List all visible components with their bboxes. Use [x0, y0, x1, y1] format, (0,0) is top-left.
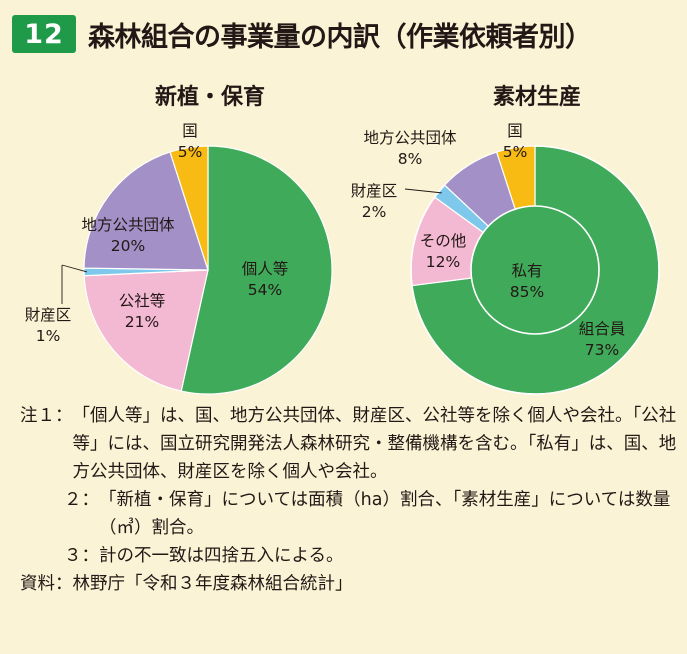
figure-title: 森林組合の事業量の内訳（作業依頼者別）	[88, 21, 592, 53]
label-kumiaiin: 組合員 73%	[579, 320, 626, 359]
figure-notes: 注１： 「個人等」は、国、地方公共団体、財産区、公社等を除く個人や会社。「公社等…	[20, 402, 680, 598]
private-inner-circle	[470, 205, 600, 335]
leader-zaisanku-2	[404, 188, 442, 194]
source-note: 資料： 林野庁「令和３年度森林組合統計」	[20, 570, 680, 598]
note-1: 注１： 「個人等」は、国、地方公共団体、財産区、公社等を除く個人や会社。「公社等…	[20, 402, 680, 486]
figure-number-badge: 12	[12, 15, 76, 53]
private-outer-arc	[410, 145, 660, 395]
note-3: ３： 計の不一致は四捨五入による。	[20, 542, 680, 570]
private-ring	[410, 145, 660, 395]
pie1-slice-3	[83, 151, 209, 271]
pie1-slice-0	[180, 145, 333, 395]
slice-labels: 個人等 54% 公社等 21% 財産区 1% 地方公共団体 20% 国 5% 組合員 73% その他 12…	[25, 122, 626, 359]
label-sonota: その他 12%	[420, 232, 467, 271]
note-1-text: 「個人等」は、国、地方公共団体、財産区、公社等を除く個人や会社。「公社等」には、…	[72, 406, 677, 482]
label-kuni-2: 国 5%	[503, 122, 528, 161]
source-label: 資料：	[20, 574, 73, 594]
leader-zaisanku-1a	[61, 264, 88, 273]
note-1-label: 注１：	[20, 406, 73, 426]
pie-charts: 新植・保育 素材生産 個人等 54% 公社等 21% 財産区 1% 地方公共団体 20% 国 5%…	[25, 84, 660, 395]
note-2-label: ２：	[64, 490, 99, 510]
source-text: 林野庁「令和３年度森林組合統計」	[72, 574, 353, 594]
label-kosha: 公社等 21%	[119, 292, 166, 331]
note-2-text: 「新植・保育」については面積（ha）割合、「素材生産」については数量（㎥）割合。	[99, 490, 671, 538]
label-shiyu: 私有 85%	[510, 262, 544, 301]
label-zaisanku-2: 財産区 2%	[351, 182, 398, 221]
label-kojin: 個人等 54%	[242, 260, 289, 299]
label-kuni-1: 国 5%	[178, 122, 203, 161]
chart-title-planting: 新植・保育	[155, 84, 265, 110]
note-2: ２： 「新植・保育」については面積（ha）割合、「素材生産」については数量（㎥）…	[20, 486, 680, 542]
pie1-slice-1	[83, 269, 209, 392]
note-3-label: ３：	[64, 546, 99, 566]
pie1-slice-4	[169, 145, 209, 271]
note-3-text: 計の不一致は四捨五入による。	[99, 546, 344, 566]
label-chiho-2: 地方公共団体 8%	[363, 129, 457, 168]
chart-title-logging: 素材生産	[493, 84, 581, 110]
figure-header: 12 森林組合の事業量の内訳（作業依頼者別）	[12, 14, 592, 54]
label-zaisanku-1: 財産区 1%	[25, 306, 72, 345]
label-chiho-1: 地方公共団体 20%	[81, 216, 175, 255]
pie-planting	[83, 145, 333, 395]
